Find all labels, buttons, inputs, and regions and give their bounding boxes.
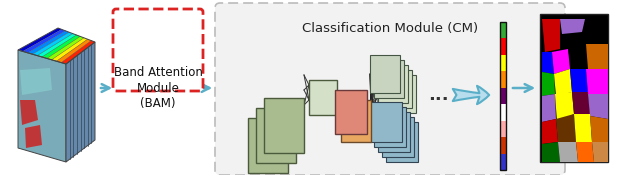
Bar [500,22,506,170]
Polygon shape [574,114,592,142]
Polygon shape [572,92,590,114]
Polygon shape [25,125,42,148]
Polygon shape [20,100,38,125]
FancyBboxPatch shape [374,60,404,98]
FancyBboxPatch shape [256,108,296,163]
FancyBboxPatch shape [374,107,406,147]
Polygon shape [23,29,65,53]
Polygon shape [542,72,555,96]
Text: ...: ... [428,86,448,104]
Polygon shape [586,69,608,94]
FancyBboxPatch shape [378,112,410,152]
FancyBboxPatch shape [386,122,418,162]
Polygon shape [542,52,554,74]
Polygon shape [542,142,560,162]
Polygon shape [555,92,574,122]
Polygon shape [558,142,578,162]
Polygon shape [570,69,588,92]
Bar [500,71,506,88]
Polygon shape [56,39,92,63]
Polygon shape [42,35,80,58]
Polygon shape [590,116,608,142]
FancyBboxPatch shape [264,98,304,153]
FancyBboxPatch shape [370,55,400,93]
Polygon shape [576,142,594,162]
FancyBboxPatch shape [370,102,402,142]
FancyBboxPatch shape [335,90,367,134]
Polygon shape [560,19,585,34]
Polygon shape [20,68,52,95]
Bar [500,88,506,104]
Bar [500,137,506,153]
FancyBboxPatch shape [386,75,416,113]
Polygon shape [568,32,588,72]
Polygon shape [18,28,61,51]
FancyBboxPatch shape [382,70,412,108]
Text: Classification Module (CM): Classification Module (CM) [302,22,478,35]
Bar [500,38,506,55]
FancyBboxPatch shape [341,100,371,142]
Polygon shape [66,42,95,162]
FancyBboxPatch shape [382,117,414,157]
Polygon shape [52,38,88,61]
Polygon shape [542,119,558,144]
Bar [500,153,506,170]
FancyBboxPatch shape [378,65,408,103]
Polygon shape [556,114,576,142]
Polygon shape [28,31,69,54]
Bar [500,55,506,71]
Polygon shape [586,44,608,69]
Polygon shape [47,36,84,60]
Bar [540,14,608,162]
FancyBboxPatch shape [215,3,565,175]
Polygon shape [554,69,572,96]
FancyBboxPatch shape [248,118,288,173]
Polygon shape [585,19,608,44]
Polygon shape [542,19,560,52]
Polygon shape [61,41,95,64]
FancyBboxPatch shape [309,80,337,115]
Polygon shape [18,50,66,162]
Bar [500,104,506,121]
Polygon shape [588,94,608,119]
Bar [500,22,506,38]
Polygon shape [37,34,77,57]
Polygon shape [552,49,570,74]
Text: Band Attention
Module
(BAM): Band Attention Module (BAM) [113,66,202,110]
Polygon shape [33,32,73,56]
Bar [500,121,506,137]
Polygon shape [542,94,556,122]
Polygon shape [592,142,608,162]
FancyBboxPatch shape [113,9,203,91]
